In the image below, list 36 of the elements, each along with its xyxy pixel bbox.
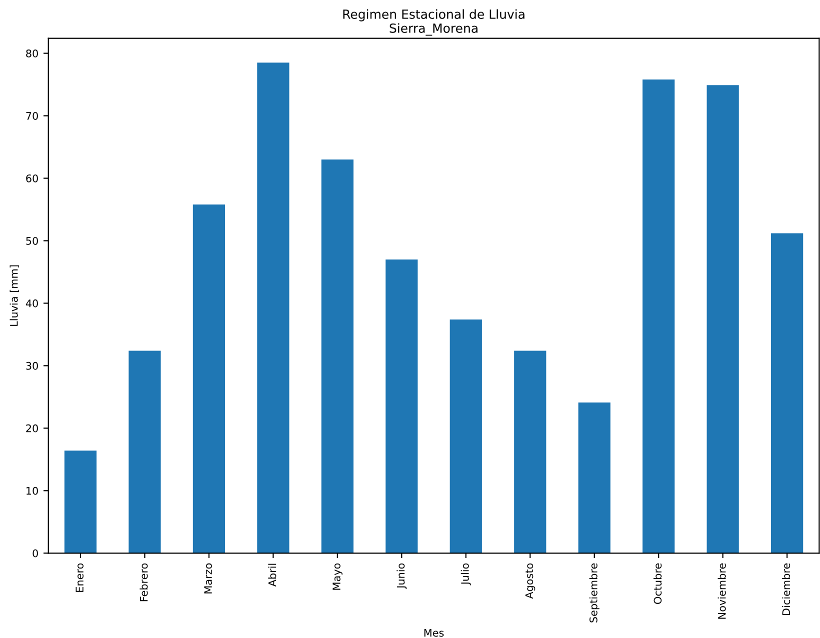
- bar: [578, 402, 610, 554]
- bar: [386, 259, 418, 554]
- y-axis-title: Lluvia [mm]: [10, 265, 20, 326]
- x-tick-label: Abril: [268, 564, 276, 587]
- x-tick-label: Octubre: [654, 563, 662, 604]
- chart-title: Regimen Estacional de Lluvia Sierra_Morena: [343, 9, 524, 36]
- bar: [64, 450, 97, 554]
- x-tick-label: Junio: [396, 563, 407, 589]
- bar: [771, 233, 804, 554]
- bar: [450, 319, 482, 554]
- x-tick-label: Diciembre: [782, 563, 790, 616]
- x-tick-label: Noviembre: [718, 563, 726, 619]
- y-tick-label: 70: [26, 112, 38, 120]
- y-tick-label: 20: [26, 424, 38, 432]
- bar: [192, 204, 226, 554]
- bar: [257, 62, 290, 554]
- bar: [321, 160, 354, 554]
- x-tick-label: Marzo: [204, 563, 212, 594]
- y-tick-label: 80: [26, 50, 38, 58]
- x-tick-label: Julio: [460, 563, 471, 586]
- y-tick-label: 10: [26, 486, 38, 495]
- y-tick-label: 40: [26, 299, 38, 308]
- y-tick-label: 30: [26, 362, 38, 370]
- y-tick-label: 60: [26, 174, 38, 182]
- y-tick-label: 50: [26, 236, 38, 245]
- bar: [514, 350, 546, 554]
- y-tick-label: 0: [32, 549, 38, 558]
- bar: [128, 350, 161, 554]
- x-tick-label: Mayo: [332, 563, 342, 590]
- x-tick-label: Enero: [76, 563, 84, 592]
- bar: [706, 85, 739, 554]
- x-tick-label: Febrero: [140, 563, 148, 602]
- x-tick-label: Septiembre: [589, 563, 600, 622]
- x-axis-title: Mes: [424, 628, 444, 637]
- bar: [642, 80, 675, 554]
- x-tick-label: Agosto: [525, 563, 536, 599]
